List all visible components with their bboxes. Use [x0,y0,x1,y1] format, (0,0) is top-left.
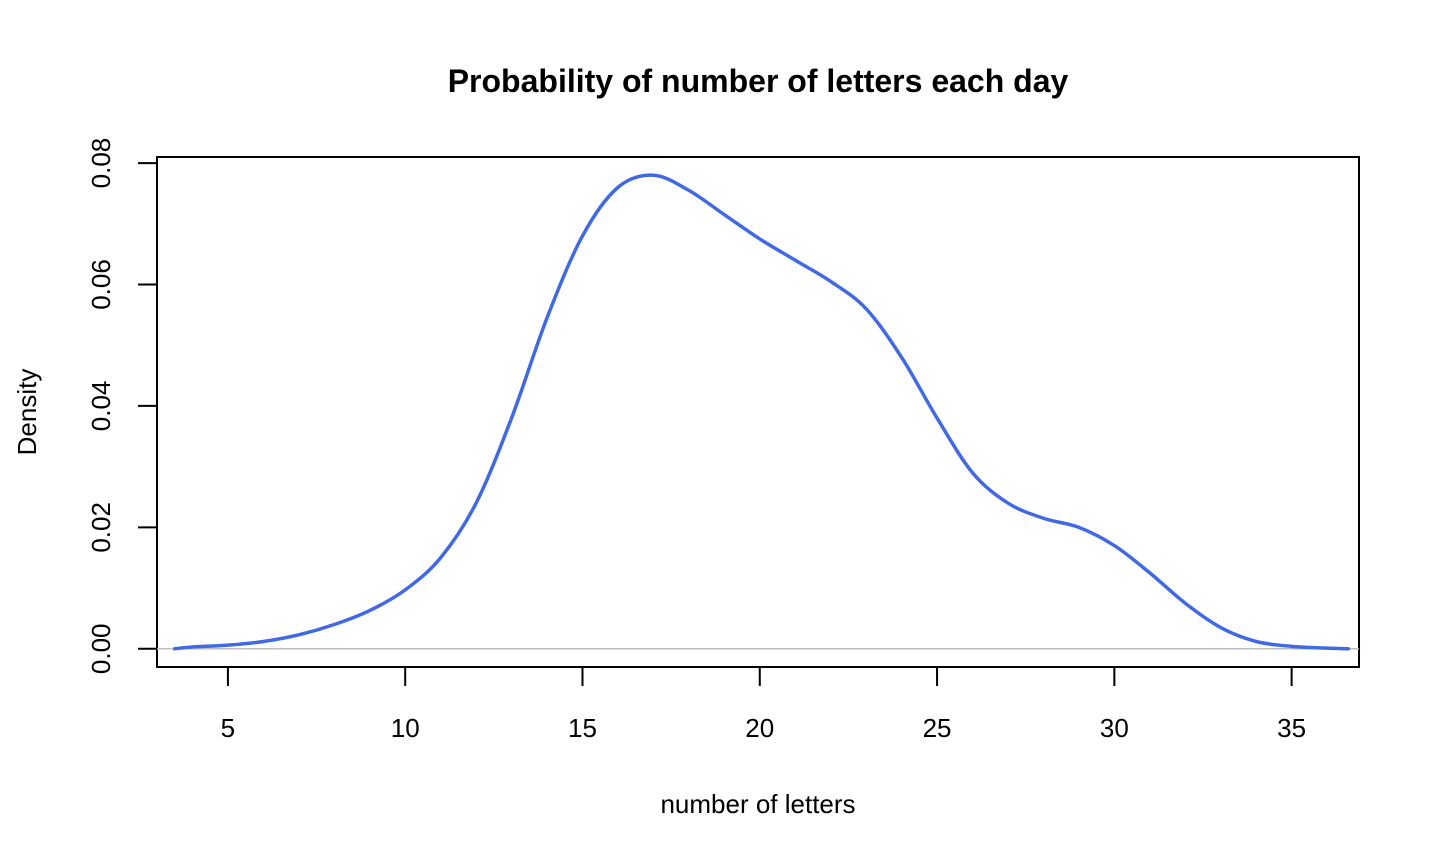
x-tick-label: 25 [923,713,952,743]
x-tick-label: 35 [1277,713,1306,743]
y-axis: 0.00 0.02 0.04 0.06 0.08 [86,138,158,674]
density-series-line [172,173,1351,651]
y-tick-label: 0.02 [86,502,116,553]
x-tick-label: 15 [568,713,597,743]
x-tick-label: 5 [221,713,235,743]
y-tick-label: 0.08 [86,138,116,189]
y-axis-label: Density [12,369,42,456]
y-tick-label: 0.06 [86,259,116,310]
x-axis-label: number of letters [660,789,855,819]
plot-frame [156,156,1360,668]
chart-title: Probability of number of letters each da… [448,63,1069,99]
y-tick-label: 0.04 [86,381,116,432]
x-tick-label: 20 [745,713,774,743]
x-tick-label: 10 [391,713,420,743]
x-tick-label: 30 [1100,713,1129,743]
y-tick-label: 0.00 [86,623,116,674]
x-axis: 5 10 15 20 25 30 35 [221,666,1306,743]
